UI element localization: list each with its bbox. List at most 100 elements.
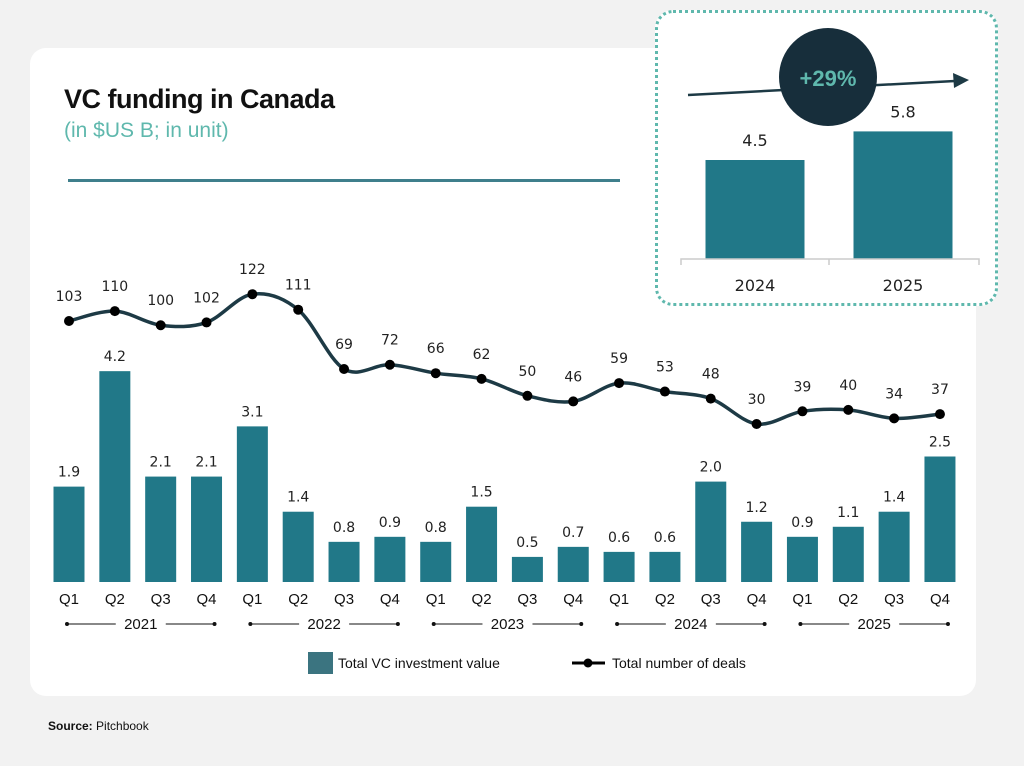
bar-value-label: 2.0 [700,460,722,476]
inset-x-tick: 2024 [735,276,776,295]
year-bracket-dot [395,622,400,626]
bar-investment [741,521,773,582]
deals-point [659,386,670,397]
bar-investment [603,551,635,582]
deals-value-label: 122 [239,262,266,278]
legend-line-marker [583,658,593,668]
deals-value-label: 30 [748,392,766,408]
year-bracket-dot [248,622,253,626]
inset-bar [705,160,805,259]
deals-value-label: 46 [564,369,582,385]
source-value: Pitchbook [96,719,149,733]
x-tick-quarter: Q1 [59,591,79,608]
x-tick-quarter: Q1 [426,591,446,608]
bar-value-label: 1.4 [883,490,905,506]
bar-investment [282,511,314,582]
chart-title: VC funding in Canada [64,84,335,114]
x-tick-year: 2021 [124,616,157,633]
bar-investment [511,556,543,582]
x-tick-quarter: Q2 [838,591,858,608]
bar-investment [99,371,131,582]
bar-value-label: 0.8 [425,520,447,536]
deals-point [109,306,120,317]
bar-investment [786,536,818,582]
x-tick-quarter: Q1 [792,591,812,608]
deals-value-label: 50 [518,364,536,380]
bar-value-label: 1.2 [745,500,767,516]
bar-investment [328,541,360,582]
bar-investment [191,476,223,582]
year-bracket-dot [212,622,217,626]
title-divider [68,179,620,182]
deals-value-label: 53 [656,360,674,376]
deals-point [934,409,945,420]
deals-point [889,413,900,424]
bar-investment [924,456,956,582]
deals-line [68,291,941,426]
deals-point [64,316,74,326]
year-bracket-dot [762,622,767,626]
x-tick-quarter: Q2 [288,591,308,608]
x-tick-quarter: Q4 [380,591,400,608]
deals-point [293,304,304,315]
bar-value-label: 2.1 [150,455,172,471]
bar-value-label: 0.7 [562,525,584,541]
deals-point [614,378,625,389]
x-tick-year: 2024 [674,616,707,633]
deals-point [201,317,212,328]
deals-value-label: 72 [381,333,399,349]
inset-bar-value: 4.5 [742,131,767,150]
bar-investment [878,511,910,582]
deals-value-label: 39 [794,379,812,395]
deals-point [522,390,533,401]
deals-point [247,289,258,300]
deals-value-label: 110 [101,279,128,295]
bar-investment [53,486,85,582]
x-tick-quarter: Q4 [563,591,583,608]
x-tick-quarter: Q2 [105,591,125,608]
chart-subtitle: (in $US B; in unit) [64,119,229,142]
inset-x-tick: 2025 [883,276,924,295]
x-tick-quarter: Q4 [197,591,217,608]
growth-badge [779,28,877,126]
bar-value-label: 1.5 [470,485,492,501]
inset-axis [680,258,980,265]
deals-point [705,393,716,404]
bar-investment [557,546,589,582]
bar-value-label: 0.6 [608,530,630,546]
deals-value-label: 100 [147,293,174,309]
bar-investment [466,506,498,582]
bar-value-label: 0.8 [333,520,355,536]
bar-investment [374,536,406,582]
growth-badge-text: +29% [800,66,857,91]
inset-bar-value: 5.8 [890,102,915,121]
bar-investment [236,426,268,582]
deals-point [568,396,579,407]
deals-value-label: 62 [473,347,491,363]
year-bracket-dot [798,622,803,626]
deals-value-label: 103 [56,289,83,305]
deals-value-label: 37 [931,382,949,398]
x-tick-quarter: Q3 [151,591,171,608]
legend-bar-swatch [308,652,333,674]
x-tick-quarter: Q3 [517,591,537,608]
bar-value-label: 3.1 [241,404,263,420]
x-tick-quarter: Q3 [701,591,721,608]
inset-bar [853,131,953,259]
deals-point [843,404,854,415]
deals-value-label: 48 [702,367,720,383]
bar-value-label: 2.5 [929,435,951,451]
bar-value-label: 0.6 [654,530,676,546]
bar-value-label: 4.2 [104,349,126,365]
deals-value-label: 111 [285,278,312,294]
x-tick-quarter: Q1 [242,591,262,608]
bar-value-label: 2.1 [195,455,217,471]
x-tick-year: 2023 [491,616,524,633]
year-bracket-dot [431,622,436,626]
bar-investment [649,551,681,582]
deals-value-label: 40 [839,378,857,394]
x-tick-quarter: Q4 [930,591,950,608]
deals-value-label: 69 [335,337,353,353]
year-bracket-dot [579,622,584,626]
